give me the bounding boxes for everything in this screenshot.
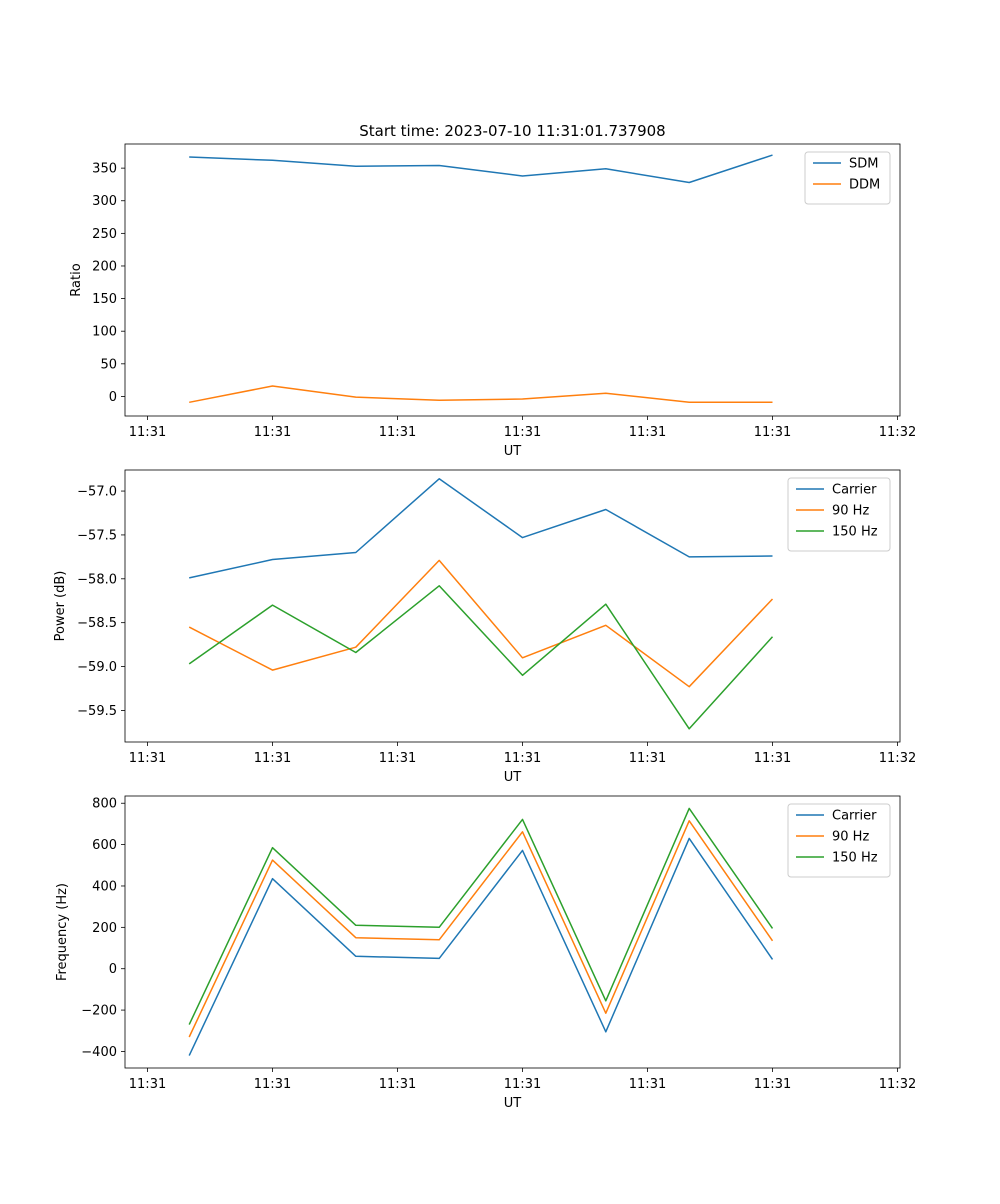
power-x-tick-label: 11:31 bbox=[379, 751, 416, 766]
frequency-legend: Carrier 90 Hz 150 Hz bbox=[787, 803, 891, 878]
frequency-series-90-hz bbox=[188, 820, 774, 1038]
ratio-y-tick-label: 0 bbox=[109, 390, 117, 405]
frequency-series-carrier bbox=[188, 837, 774, 1056]
ratio-x-tick-label: 11:31 bbox=[379, 425, 416, 440]
power-panel: 11:31 11:31 11:31 11:31 11:31 11:31 11:32 −59.5… bbox=[53, 469, 916, 785]
power-x-tick-label: 11:31 bbox=[504, 751, 541, 766]
frequency-y-tick-label: 200 bbox=[92, 921, 117, 936]
frequency-x-tick-label: 11:32 bbox=[879, 1077, 916, 1092]
frequency-y-tick-label: −200 bbox=[81, 1004, 117, 1019]
frequency-legend-label: 90 Hz bbox=[832, 830, 869, 845]
frequency-y-axis-label: Frequency (Hz) bbox=[55, 883, 70, 981]
power-series-150-hz bbox=[188, 585, 774, 730]
power-series-carrier bbox=[189, 478, 773, 579]
power-y-tick-label: −58.5 bbox=[77, 616, 117, 631]
power-x-tick-label: 11:32 bbox=[879, 751, 916, 766]
ratio-series-sdm bbox=[189, 154, 773, 184]
ratio-y-tick-label: 50 bbox=[100, 357, 117, 372]
ratio-legend: SDM DDM bbox=[804, 151, 891, 205]
ratio-x-tick-label: 11:31 bbox=[754, 425, 791, 440]
frequency-x-tick-label: 11:31 bbox=[254, 1077, 291, 1092]
ratio-y-tick-label: 350 bbox=[92, 162, 117, 177]
ratio-legend-label: DDM bbox=[849, 178, 880, 193]
ratio-series-ddm bbox=[189, 385, 773, 404]
ratio-panel: 11:31 11:31 11:31 11:31 11:31 11:31 11:32 0 50 10… bbox=[69, 143, 916, 459]
power-legend: Carrier 90 Hz 150 Hz bbox=[787, 477, 891, 552]
power-y-tick-label: −59.0 bbox=[77, 660, 117, 675]
frequency-y-tick-label: 0 bbox=[109, 962, 117, 977]
ratio-x-tick-label: 11:32 bbox=[879, 425, 916, 440]
power-x-tick-label: 11:31 bbox=[754, 751, 791, 766]
power-legend-label: 90 Hz bbox=[832, 504, 869, 519]
power-axes-frame bbox=[124, 469, 901, 743]
frequency-x-tick-label: 11:31 bbox=[629, 1077, 666, 1092]
power-legend-label: Carrier bbox=[832, 483, 877, 498]
ratio-x-tick-label: 11:31 bbox=[504, 425, 541, 440]
power-x-axis-label: UT bbox=[504, 770, 522, 785]
power-y-tick-label: −59.5 bbox=[77, 704, 117, 719]
frequency-x-tick-label: 11:31 bbox=[504, 1077, 541, 1092]
power-y-tick-label: −58.0 bbox=[77, 572, 117, 587]
frequency-y-tick-label: 600 bbox=[92, 838, 117, 853]
ratio-x-tick-label: 11:31 bbox=[629, 425, 666, 440]
ratio-y-tick-label: 150 bbox=[92, 292, 117, 307]
ratio-x-tick-label: 11:31 bbox=[254, 425, 291, 440]
frequency-x-tick-label: 11:31 bbox=[754, 1077, 791, 1092]
frequency-y-tick-label: 800 bbox=[92, 797, 117, 812]
frequency-panel: 11:31 11:31 11:31 11:31 11:31 11:31 11:32 −400 −… bbox=[55, 795, 916, 1111]
power-x-tick-label: 11:31 bbox=[129, 751, 166, 766]
power-y-axis-label: Power (dB) bbox=[53, 571, 68, 642]
frequency-series-150-hz bbox=[188, 807, 774, 1025]
chart-title: Start time: 2023-07-10 11:31:01.737908 bbox=[359, 122, 665, 140]
frequency-y-tick-label: 400 bbox=[92, 879, 117, 894]
ratio-legend-label: SDM bbox=[849, 157, 878, 172]
ratio-axes-frame bbox=[124, 143, 901, 417]
power-x-tick-label: 11:31 bbox=[629, 751, 666, 766]
power-x-tick-label: 11:31 bbox=[254, 751, 291, 766]
frequency-axes-frame bbox=[124, 795, 901, 1069]
frequency-y-tick-label: −400 bbox=[81, 1045, 117, 1060]
frequency-legend-label: 150 Hz bbox=[832, 851, 878, 866]
ratio-y-tick-label: 300 bbox=[92, 194, 117, 209]
frequency-x-tick-label: 11:31 bbox=[379, 1077, 416, 1092]
power-legend-box bbox=[787, 477, 891, 552]
ratio-y-tick-label: 250 bbox=[92, 227, 117, 242]
frequency-legend-box bbox=[787, 803, 891, 878]
ratio-y-tick-label: 100 bbox=[92, 325, 117, 340]
frequency-legend-label: Carrier bbox=[832, 809, 877, 824]
ratio-x-axis-label: UT bbox=[504, 444, 522, 459]
frequency-x-axis-label: UT bbox=[504, 1096, 522, 1111]
ratio-y-axis-label: Ratio bbox=[69, 263, 84, 296]
power-y-tick-label: −57.5 bbox=[77, 528, 117, 543]
ratio-legend-box bbox=[804, 151, 891, 205]
power-y-tick-label: −57.0 bbox=[77, 485, 117, 500]
power-series-90-hz bbox=[188, 559, 774, 688]
ratio-y-tick-label: 200 bbox=[92, 259, 117, 274]
ratio-x-tick-label: 11:31 bbox=[129, 425, 166, 440]
frequency-x-tick-label: 11:31 bbox=[129, 1077, 166, 1092]
power-legend-label: 150 Hz bbox=[832, 525, 878, 540]
